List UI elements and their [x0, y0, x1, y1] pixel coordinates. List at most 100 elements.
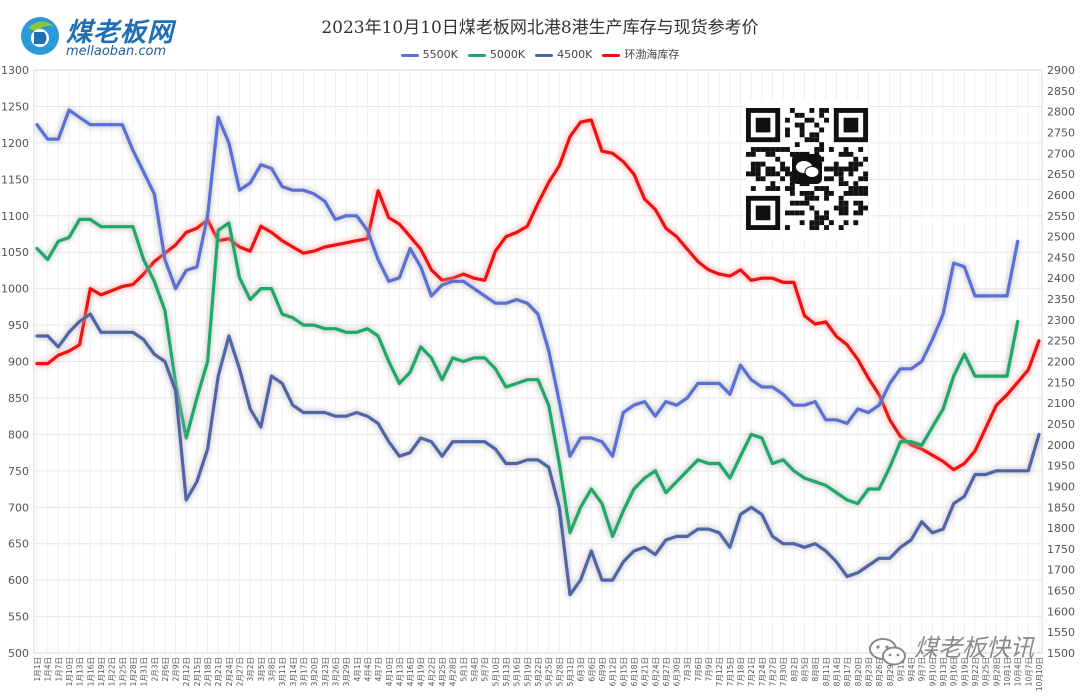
y-right-tick-label: 2000 — [1047, 439, 1075, 452]
legend-swatch — [602, 53, 621, 57]
grid — [33, 69, 1043, 654]
y-right-tick-label: 2100 — [1047, 397, 1075, 410]
x-tick-label: 1月4日 — [44, 657, 53, 682]
legend-item[interactable]: 环渤海库存 — [602, 46, 679, 62]
legend-item[interactable]: 5000K — [467, 48, 526, 61]
watermark-text: 煤老板快讯 — [914, 634, 1034, 662]
x-tick-label: 5月19日 — [523, 657, 532, 686]
series-line-5000k — [35, 217, 1020, 539]
series-line-4500k — [35, 312, 1041, 597]
x-tick-label: 4月16日 — [406, 657, 415, 686]
y-right-tick-label: 2600 — [1047, 189, 1075, 202]
x-tick-label: 1月1日 — [33, 657, 42, 682]
y-right-tick-label: 1850 — [1047, 501, 1075, 514]
x-tick-label: 5月7日 — [481, 657, 490, 682]
y-axis-left: 500 550 600 650 700 750 800 850 900 950 1000 1050 11… — [1, 64, 29, 660]
y-right-tick-label: 1600 — [1047, 605, 1075, 618]
x-tick-label: 1月28日 — [129, 657, 138, 686]
x-tick-label: 3月17日 — [299, 657, 308, 686]
x-tick-label: 5月22日 — [534, 657, 543, 686]
y-right-tick-label: 2350 — [1047, 293, 1075, 306]
wechat-icon — [869, 638, 906, 666]
x-tick-label: 4月28日 — [449, 657, 458, 686]
x-tick-label: 8月26日 — [875, 657, 884, 686]
x-tick-label: 7月15日 — [726, 657, 735, 686]
x-tick-label: 6月6日 — [587, 657, 596, 682]
x-tick-label: 5月1日 — [459, 657, 468, 682]
x-tick-label: 4月7日 — [374, 657, 383, 682]
x-tick-label: 7月24日 — [758, 657, 767, 686]
x-tick-label: 5月28日 — [555, 657, 564, 686]
x-tick-label: 6月3日 — [577, 657, 586, 682]
x-tick-label: 4月13日 — [395, 657, 404, 686]
x-tick-label: 9月25日 — [982, 657, 991, 686]
y-left-tick-label: 850 — [8, 392, 29, 405]
y-left-tick-label: 800 — [8, 428, 29, 441]
x-tick-label: 2月9日 — [172, 657, 181, 682]
x-tick-label: 8月23日 — [864, 657, 873, 686]
x-tick-label: 2月18日 — [204, 657, 213, 686]
y-axis-right: 1500 1550 1600 1650 1700 1750 1800 1850 1900 1950… — [1047, 64, 1075, 660]
x-tick-label: 3月26日 — [331, 657, 340, 686]
qr-code — [746, 100, 868, 238]
x-tick-label: 7月21日 — [747, 657, 756, 686]
x-tick-label: 2月21日 — [214, 657, 223, 686]
y-right-tick-label: 2050 — [1047, 418, 1075, 431]
x-tick-label: 1月7日 — [54, 657, 63, 682]
legend-item[interactable]: 5500K — [400, 48, 458, 61]
x-tick-label: 1月16日 — [86, 657, 95, 686]
x-tick-label: 8月11日 — [822, 657, 831, 686]
x-tick-label: 5月31日 — [566, 657, 575, 686]
y-right-tick-label: 2750 — [1047, 126, 1075, 139]
x-tick-label: 1月19日 — [97, 657, 106, 686]
x-tick-label: 8月8日 — [811, 657, 820, 682]
y-right-tick-label: 2400 — [1047, 272, 1075, 285]
x-tick-label: 3月11日 — [278, 657, 287, 686]
x-tick-label: 8月17日 — [843, 657, 852, 686]
y-right-tick-label: 2650 — [1047, 168, 1075, 181]
y-left-tick-label: 1200 — [1, 137, 29, 150]
x-tick-label: 7月12日 — [715, 657, 724, 686]
x-tick-label: 9月10日 — [928, 657, 937, 686]
y-right-tick-label: 2150 — [1047, 376, 1075, 389]
x-tick-label: 7月18日 — [737, 657, 746, 686]
x-tick-label: 4月1日 — [353, 657, 362, 682]
x-tick-label: 10月4日 — [1014, 657, 1023, 686]
x-tick-label: 8月14日 — [832, 657, 841, 686]
x-tick-label: 7月30日 — [779, 657, 788, 686]
y-right-tick-label: 2550 — [1047, 210, 1075, 223]
y-left-tick-label: 700 — [8, 501, 29, 514]
y-right-tick-label: 2450 — [1047, 251, 1075, 264]
legend: 5500K 5000K 4500K 环渤海库存 — [0, 46, 1080, 62]
x-tick-label: 2月12日 — [182, 657, 191, 686]
logo[interactable]: 煤老板网 mellaoban.com — [18, 12, 218, 60]
legend-item[interactable]: 4500K — [535, 48, 592, 61]
x-tick-label: 8月2日 — [790, 657, 799, 682]
y-right-tick-label: 2850 — [1047, 85, 1075, 98]
x-tick-label: 4月19日 — [417, 657, 426, 686]
x-tick-label: 5月25日 — [545, 657, 554, 686]
y-right-tick-label: 1900 — [1047, 480, 1075, 493]
x-tick-label: 3月23日 — [321, 657, 330, 686]
legend-label: 5000K — [489, 48, 526, 61]
y-left-tick-label: 1050 — [1, 246, 29, 259]
logo-url: mellaoban.com — [66, 44, 167, 59]
y-left-tick-label: 500 — [8, 647, 29, 660]
x-tick-label: 6月21日 — [641, 657, 650, 686]
x-tick-label: 1月13日 — [76, 657, 85, 686]
y-right-tick-label: 1950 — [1047, 460, 1075, 473]
x-tick-label: 2月6日 — [161, 657, 170, 682]
x-tick-label: 9月7日 — [918, 657, 927, 682]
y-right-tick-label: 1700 — [1047, 564, 1075, 577]
y-right-tick-label: 1500 — [1047, 647, 1075, 660]
y-left-tick-label: 1250 — [1, 100, 29, 113]
x-tick-label: 5月13日 — [502, 657, 511, 686]
y-left-tick-label: 1000 — [1, 283, 29, 296]
x-tick-label: 2月3日 — [150, 657, 159, 682]
y-left-tick-label: 1100 — [1, 210, 29, 223]
x-tick-label: 9月4日 — [907, 657, 916, 682]
y-left-tick-label: 600 — [8, 574, 29, 587]
x-tick-label: 3月20日 — [310, 657, 319, 686]
y-right-tick-label: 1550 — [1047, 626, 1075, 639]
legend-swatch — [467, 53, 486, 57]
